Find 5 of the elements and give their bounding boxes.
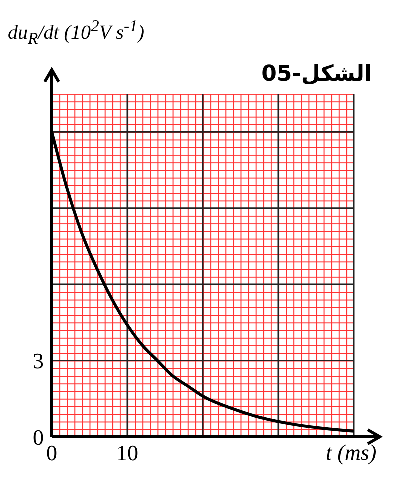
x-axis-title: t (ms) — [326, 440, 377, 465]
y-axis-title: du$_{R}$/dt (10$^{2}$V s$^{-1}$) — [8, 16, 144, 48]
chart-title: الشكل-05 — [262, 62, 372, 87]
y-tick-label: 3 — [33, 348, 44, 374]
x-tick-label: 10 — [116, 440, 138, 466]
